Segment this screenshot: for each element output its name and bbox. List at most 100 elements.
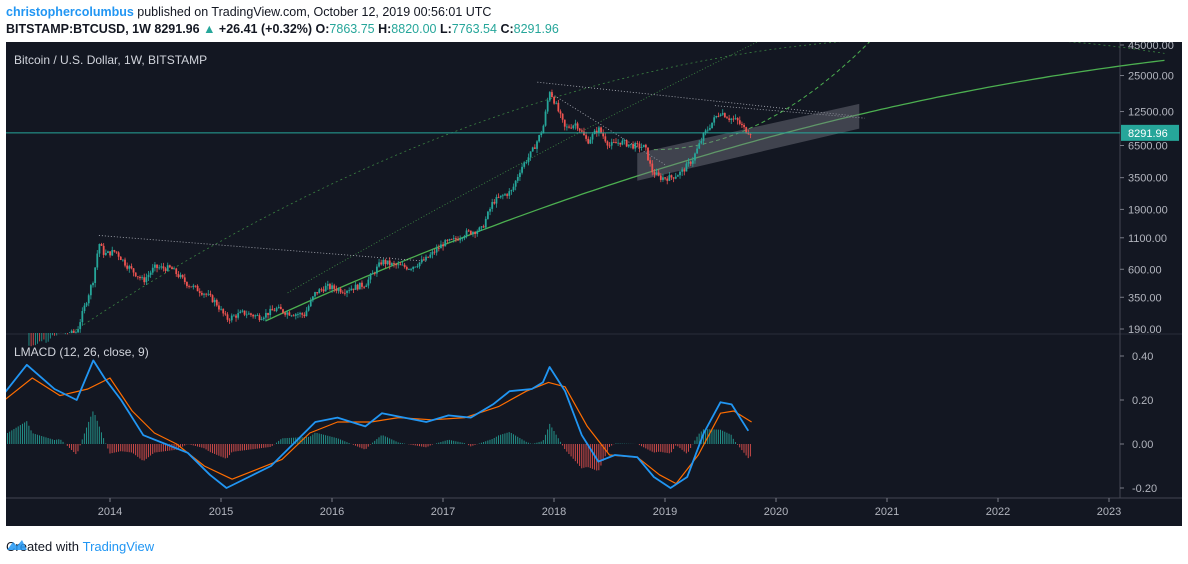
candle-body bbox=[732, 118, 735, 120]
candle-body bbox=[403, 264, 406, 268]
candle-body bbox=[284, 312, 287, 315]
candle-body bbox=[139, 276, 141, 279]
candle-body bbox=[719, 114, 722, 117]
candle-body bbox=[595, 130, 598, 134]
candle-body bbox=[655, 172, 658, 175]
candle-body bbox=[107, 251, 109, 253]
candle-body bbox=[83, 305, 86, 312]
candle-body bbox=[382, 259, 385, 265]
candle-body bbox=[685, 163, 688, 172]
time-tick-label: 2014 bbox=[98, 506, 122, 518]
trendline bbox=[537, 81, 854, 117]
candle-body bbox=[533, 147, 536, 149]
footer: Created with TradingView bbox=[6, 538, 154, 556]
time-tick-label: 2023 bbox=[1097, 506, 1121, 518]
candle-body bbox=[288, 312, 291, 316]
candle-body bbox=[380, 262, 383, 265]
chart-svg[interactable]: 45000.00 25000.00 12500.00 6500.00 3500.00 19… bbox=[6, 42, 1182, 526]
support-curve bbox=[265, 59, 1165, 322]
price-tick-label: 45000.00 bbox=[1128, 42, 1174, 52]
candle-body bbox=[529, 151, 532, 158]
candle-body bbox=[561, 113, 564, 120]
candle-body bbox=[239, 311, 242, 314]
candle-body bbox=[551, 92, 553, 98]
candle-body bbox=[448, 239, 451, 241]
candle-body bbox=[412, 266, 415, 269]
tradingview-link[interactable]: TradingView bbox=[82, 539, 155, 554]
author-link[interactable]: christophercolumbus bbox=[6, 5, 134, 19]
time-tick-label: 2018 bbox=[542, 506, 566, 518]
candle-body bbox=[171, 267, 173, 270]
candle-body bbox=[437, 248, 440, 249]
candle-body bbox=[570, 127, 573, 129]
candle-body bbox=[96, 253, 99, 268]
macd-tick-label: 0.20 bbox=[1132, 395, 1153, 407]
candle-body bbox=[119, 256, 122, 261]
candle-body bbox=[619, 142, 622, 145]
trendline bbox=[98, 235, 427, 262]
candle-body bbox=[674, 176, 677, 179]
candle-body bbox=[401, 264, 404, 266]
candle-body bbox=[625, 140, 628, 147]
upper-curve bbox=[70, 42, 1165, 334]
candle-body bbox=[388, 260, 391, 266]
candle-body bbox=[111, 250, 114, 256]
candle-body bbox=[442, 244, 444, 247]
candle-body bbox=[326, 284, 329, 286]
candle-body bbox=[687, 161, 690, 164]
time-tick-label: 2016 bbox=[320, 506, 344, 518]
time-tick-label: 2017 bbox=[431, 506, 455, 518]
price-tick-label: 6500.00 bbox=[1128, 141, 1168, 153]
candle-body bbox=[158, 267, 161, 269]
candle-body bbox=[587, 138, 590, 144]
chart-area[interactable]: 45000.00 25000.00 12500.00 6500.00 3500.00 19… bbox=[6, 42, 1182, 526]
candle-body bbox=[117, 252, 120, 257]
candle-body bbox=[691, 160, 694, 164]
candle-body bbox=[681, 169, 684, 172]
candle-body bbox=[154, 264, 156, 268]
candle-body bbox=[134, 272, 137, 277]
candle-body bbox=[250, 313, 252, 315]
candle-body bbox=[218, 305, 220, 310]
price-tick-label: 350.00 bbox=[1128, 292, 1162, 304]
candle-body bbox=[258, 315, 261, 320]
candle-body bbox=[277, 306, 280, 309]
candle-body bbox=[482, 226, 485, 228]
candle-body bbox=[85, 303, 88, 306]
candle-body bbox=[343, 292, 346, 294]
price-tick-label: 25000.00 bbox=[1128, 71, 1174, 83]
candle-body bbox=[198, 291, 201, 293]
candle-body bbox=[307, 306, 310, 311]
candle-body bbox=[416, 266, 419, 267]
candle-body bbox=[136, 276, 139, 278]
candle-body bbox=[469, 230, 472, 235]
candle-body bbox=[104, 252, 107, 255]
candle-body bbox=[92, 282, 94, 286]
candle-body bbox=[348, 290, 351, 292]
candle-body bbox=[213, 299, 216, 303]
candle-body bbox=[175, 268, 178, 275]
candle-body bbox=[589, 139, 592, 144]
candle-body bbox=[472, 231, 474, 235]
candle-body bbox=[666, 178, 669, 181]
candle-body bbox=[617, 142, 620, 144]
candle-body bbox=[320, 289, 323, 291]
candle-body bbox=[94, 267, 97, 283]
candle-body bbox=[262, 317, 265, 320]
candle-body bbox=[670, 175, 673, 178]
candle-body bbox=[98, 243, 101, 254]
candle-body bbox=[177, 274, 180, 278]
last-price-tag bbox=[1121, 124, 1179, 141]
candle-body bbox=[610, 142, 613, 146]
candle-body bbox=[346, 290, 348, 294]
candle-body bbox=[89, 285, 92, 296]
candle-body bbox=[659, 175, 662, 180]
candle-body bbox=[279, 306, 282, 310]
candle-body bbox=[203, 293, 205, 295]
candle-body bbox=[335, 288, 338, 291]
publish-line: christophercolumbus published on Trading… bbox=[6, 4, 1182, 20]
candle-body bbox=[542, 125, 545, 134]
candle-body bbox=[292, 315, 295, 317]
candle-body bbox=[228, 319, 231, 321]
candle-body bbox=[194, 285, 197, 287]
